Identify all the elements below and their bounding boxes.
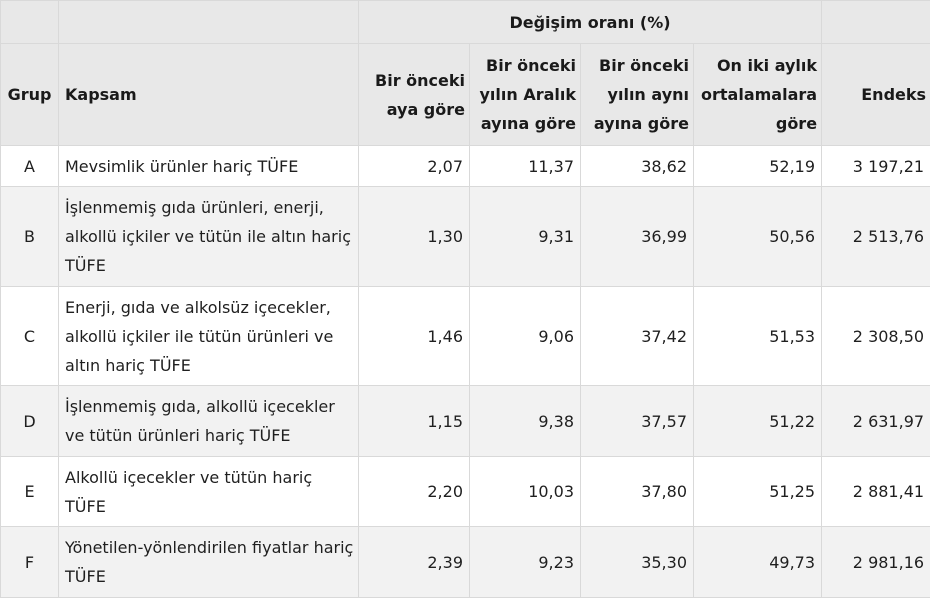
cell-vs-december: 9,23: [469, 526, 581, 598]
table-row: C Enerji, gıda ve alkolsüz içecekler, al…: [0, 286, 930, 386]
cell-annual: 37,80: [580, 456, 694, 527]
cell-annual: 35,30: [580, 526, 694, 598]
cell-12-month-average: 49,73: [692, 526, 823, 598]
header-grup: Grup: [0, 43, 59, 146]
cell-monthly: 2,20: [358, 456, 470, 527]
cell-annual: 37,42: [580, 286, 694, 386]
cell-index: 2 981,16: [821, 526, 930, 598]
cell-kapsam: İşlenmemiş gıda ürünleri, enerji, alkoll…: [58, 186, 359, 287]
cell-monthly: 1,30: [358, 186, 470, 287]
cell-12-month-average: 52,19: [692, 145, 823, 187]
header-empty-right: [821, 0, 930, 44]
cell-kapsam: Enerji, gıda ve alkolsüz içecekler, alko…: [58, 286, 359, 386]
cell-index: 2 881,41: [821, 456, 930, 527]
cell-index: 2 308,50: [821, 286, 930, 386]
cell-monthly: 2,07: [358, 145, 470, 187]
cell-kapsam: Alkollü içecekler ve tütün hariç TÜFE: [58, 456, 359, 527]
table-row: B İşlenmemiş gıda ürünleri, enerji, alko…: [0, 186, 930, 287]
header-row-columns: Grup Kapsam Bir önceki aya göre Bir önce…: [0, 43, 930, 146]
header-empty-left: [0, 0, 59, 44]
cell-index: 2 631,97: [821, 385, 930, 457]
cell-kapsam: Mevsimlik ürünler hariç TÜFE: [58, 145, 359, 187]
cell-12-month-average: 50,56: [692, 186, 823, 287]
table-row: D İşlenmemiş gıda, alkollü içecekler ve …: [0, 385, 930, 457]
cell-vs-december: 10,03: [469, 456, 581, 527]
cell-grup: C: [0, 286, 59, 386]
cell-12-month-average: 51,53: [692, 286, 823, 386]
cell-kapsam: İşlenmemiş gıda, alkollü içecekler ve tü…: [58, 385, 359, 457]
cell-kapsam: Yönetilen-yönlendirilen fiyatlar hariç T…: [58, 526, 359, 598]
table-row: F Yönetilen-yönlendirilen fiyatlar hariç…: [0, 526, 930, 598]
header-change-rate: Değişim oranı (%): [357, 0, 823, 44]
cell-index: 2 513,76: [821, 186, 930, 287]
table-row: E Alkollü içecekler ve tütün hariç TÜFE …: [0, 456, 930, 527]
cell-vs-december: 11,37: [469, 145, 581, 187]
header-monthly: Bir önceki aya göre: [358, 43, 470, 146]
header-12-month-average: On iki aylık ortalamalara göre: [692, 43, 823, 146]
cell-vs-december: 9,06: [469, 286, 581, 386]
cell-grup: A: [0, 145, 59, 187]
header-vs-december: Bir önceki yılın Aralık ayına göre: [469, 43, 581, 146]
cell-12-month-average: 51,22: [692, 385, 823, 457]
header-empty-left-2: [58, 0, 359, 44]
cell-grup: F: [0, 526, 59, 598]
cell-12-month-average: 51,25: [692, 456, 823, 527]
header-row-group: Değişim oranı (%): [0, 0, 930, 44]
cell-index: 3 197,21: [821, 145, 930, 187]
header-annual: Bir önceki yılın aynı ayına göre: [580, 43, 694, 146]
cell-vs-december: 9,31: [469, 186, 581, 287]
cell-monthly: 1,15: [358, 385, 470, 457]
cell-monthly: 1,46: [358, 286, 470, 386]
cell-annual: 38,62: [580, 145, 694, 187]
cell-monthly: 2,39: [358, 526, 470, 598]
cell-annual: 36,99: [580, 186, 694, 287]
cell-vs-december: 9,38: [469, 385, 581, 457]
cell-grup: D: [0, 385, 59, 457]
cell-grup: E: [0, 456, 59, 527]
cell-annual: 37,57: [580, 385, 694, 457]
header-kapsam: Kapsam: [58, 43, 359, 146]
cell-grup: B: [0, 186, 59, 287]
table-row: A Mevsimlik ürünler hariç TÜFE 2,07 11,3…: [0, 145, 930, 187]
header-index: Endeks: [821, 43, 930, 146]
